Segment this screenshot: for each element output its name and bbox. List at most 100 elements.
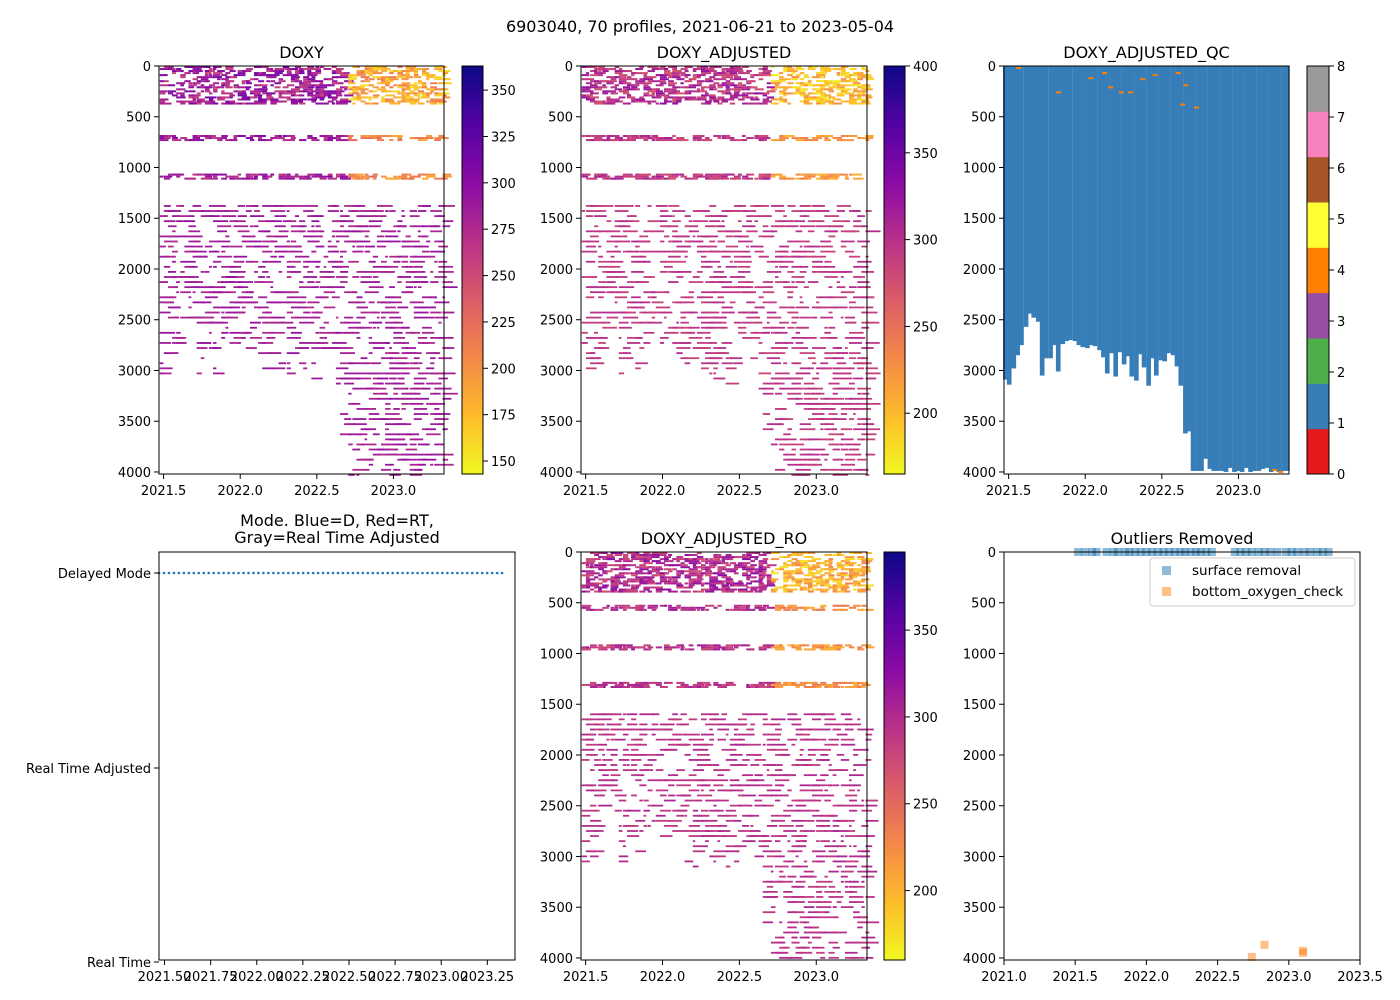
doxy-adjusted-panel-cell — [766, 86, 775, 89]
qc-panel-xtick-label: 2021.5 — [986, 484, 1032, 499]
doxy-adjusted-panel-cell — [832, 102, 837, 105]
doxy-adjusted-panel-cell — [589, 135, 597, 138]
doxy-adjusted-ro-panel-cell — [725, 789, 732, 792]
doxy-adjusted-panel-cell — [643, 260, 651, 263]
doxy-adjusted-panel-cell — [754, 331, 770, 334]
doxy-adjusted-ro-panel-cell — [750, 764, 760, 766]
doxy-panel-colorbar-step — [462, 188, 483, 195]
doxy-adjusted-panel-cell — [853, 265, 868, 268]
doxy-adjusted-panel-cell — [762, 392, 774, 395]
doxy-panel-cell — [340, 286, 345, 289]
doxy-adjusted-panel-cell — [717, 78, 727, 81]
doxy-panel-cell — [217, 225, 232, 228]
doxy-adjusted-ro-panel-cell — [750, 552, 754, 554]
doxy-adjusted-ro-panel-cell — [746, 570, 754, 573]
doxy-adjusted-panel-cell — [606, 98, 615, 101]
doxy-adjusted-panel-cell — [639, 100, 650, 103]
doxy-adjusted-ro-panel-cell — [651, 606, 658, 609]
doxy-adjusted-panel-cell — [672, 86, 681, 89]
doxy-adjusted-panel-cell — [812, 413, 818, 415]
doxy-adjusted-panel-cell — [832, 443, 845, 446]
doxy-panel-cell — [352, 291, 358, 294]
doxy-panel-cell — [430, 271, 434, 273]
doxy-adjusted-ro-panel-cell — [738, 733, 743, 736]
doxy-adjusted-panel-colorbar-step — [884, 178, 905, 184]
doxy-panel-cell — [368, 336, 373, 339]
doxy-panel-cell — [163, 265, 171, 268]
doxy-adjusted-ro-panel-cell — [688, 586, 693, 589]
doxy-adjusted-panel-cell — [803, 438, 808, 441]
doxy-adjusted-ro-panel-cell — [733, 572, 739, 575]
doxy-panel-cell — [294, 245, 302, 248]
doxy-panel-cell — [270, 367, 286, 370]
doxy-panel-cell — [397, 74, 404, 77]
mode-point — [500, 571, 504, 575]
doxy-adjusted-ro-panel-cell — [606, 713, 617, 716]
doxy-adjusted-panel-cell — [799, 88, 806, 91]
doxy-panel-cell — [438, 100, 447, 103]
doxy-adjusted-panel-cell — [791, 86, 796, 89]
doxy-panel-cell — [434, 453, 441, 456]
doxy-adjusted-ro-panel-cell — [692, 683, 700, 686]
doxy-panel-cell — [417, 372, 424, 375]
doxy-panel-cell — [286, 336, 301, 339]
doxy-adjusted-panel-cell — [861, 347, 868, 349]
doxy-adjusted-panel-cell — [672, 331, 679, 334]
doxy-panel-cell — [192, 265, 198, 268]
doxy-adjusted-panel-cell — [779, 382, 785, 385]
doxy-adjusted-ro-panel-cell — [725, 608, 730, 611]
doxy-adjusted-ro-panel-cell — [581, 646, 589, 649]
doxy-panel-colorbar-label: 300 — [491, 177, 516, 192]
doxy-panel-cell — [245, 210, 252, 212]
doxy-adjusted-panel-cell — [836, 210, 845, 212]
doxy-adjusted-ro-panel-cell — [631, 556, 637, 559]
doxy-panel-cell — [237, 92, 247, 95]
doxy-panel-cell — [434, 316, 449, 319]
doxy-adjusted-ro-panel-cell — [663, 568, 672, 571]
doxy-panel-cell — [192, 96, 199, 99]
doxy-adjusted-panel-cell — [721, 311, 734, 314]
doxy-panel-cell — [237, 94, 247, 97]
doxy-adjusted-panel-cell — [705, 357, 714, 360]
doxy-adjusted-panel-cell — [857, 387, 872, 390]
doxy-adjusted-ro-panel-cell — [647, 558, 652, 561]
doxy-adjusted-panel-cell — [635, 177, 645, 180]
doxy-adjusted-panel-cell — [840, 90, 847, 93]
doxy-panel-cell — [405, 235, 411, 238]
doxy-panel-cell — [327, 177, 337, 180]
doxy-adjusted-panel-cell — [795, 468, 811, 471]
doxy-panel-cell — [385, 235, 399, 238]
doxy-adjusted-panel-cell — [779, 177, 787, 180]
doxy-adjusted-panel-cell — [717, 240, 725, 243]
doxy-adjusted-panel-cell — [651, 230, 665, 233]
doxy-panel-cell — [159, 100, 166, 103]
doxy-panel-cell — [299, 230, 305, 233]
doxy-adjusted-panel-cell — [832, 82, 839, 85]
doxy-panel-cell — [327, 347, 335, 349]
doxy-panel-cell — [426, 367, 435, 370]
doxy-adjusted-panel-cell — [725, 74, 733, 77]
doxy-adjusted-ro-panel-cell — [655, 574, 666, 577]
doxy-adjusted-ro-panel-cell — [585, 606, 591, 609]
doxy-adjusted-panel-cell — [791, 443, 805, 446]
doxy-adjusted-panel-cell — [861, 66, 866, 68]
doxy-panel-cell — [421, 70, 427, 73]
doxy-adjusted-panel-cell — [844, 453, 854, 456]
doxy-adjusted-ro-panel-cell — [729, 738, 745, 741]
doxy-adjusted-panel-cell — [696, 250, 707, 253]
doxy-adjusted-ro-panel-cell — [705, 562, 709, 565]
doxy-adjusted-panel-cell — [791, 321, 797, 324]
doxy-adjusted-ro-panel-cell — [606, 748, 618, 751]
doxy-adjusted-panel-cell — [865, 453, 876, 456]
doxy-adjusted-ro-panel-cell — [614, 604, 624, 607]
doxy-panel-cell — [421, 250, 430, 253]
doxy-panel-cell — [393, 135, 403, 138]
doxy-adjusted-panel-cell — [812, 173, 817, 176]
doxy-adjusted-ro-panel-cell — [750, 840, 756, 843]
doxy-adjusted-panel-colorbar-step — [884, 203, 905, 210]
doxy-panel-cell — [217, 98, 225, 101]
doxy-adjusted-ro-panel-cell — [626, 560, 633, 563]
doxy-panel-cell — [323, 137, 332, 140]
doxy-adjusted-ro-panel-cell — [705, 646, 715, 649]
doxy-panel-cell — [413, 175, 421, 178]
